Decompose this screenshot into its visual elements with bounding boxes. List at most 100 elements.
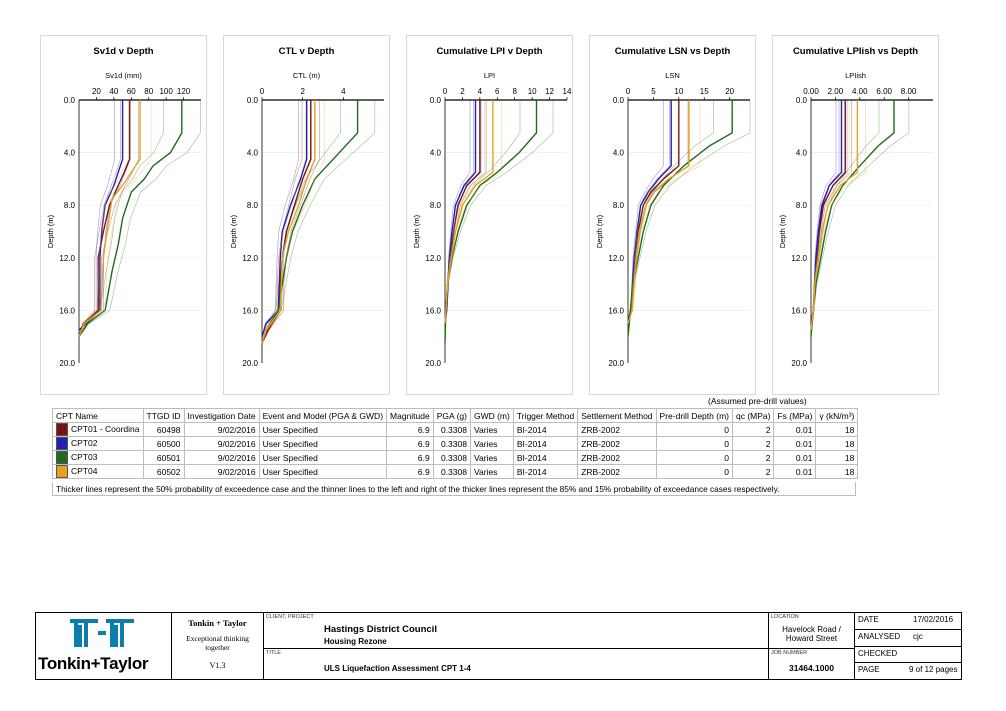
tagline-2: together bbox=[205, 643, 230, 652]
table-cell: ZRB-2002 bbox=[577, 464, 657, 479]
cell-text: 18 bbox=[844, 438, 855, 449]
table-cell: 9/02/2016 bbox=[183, 464, 260, 479]
chart-panel-lpiish: Cumulative LPIish vs Depth LPIish 0.00 2.00… bbox=[772, 35, 939, 395]
client-name: Hastings District Council bbox=[324, 624, 437, 635]
cell-text: 60502 bbox=[156, 466, 181, 477]
cell-text: 9/02/2016 bbox=[217, 466, 256, 477]
x-tick-label: 0 bbox=[443, 87, 448, 96]
table-cell: 18 bbox=[815, 450, 859, 465]
cell-text: ZRB-2002 bbox=[581, 466, 620, 477]
series-bound-line bbox=[444, 100, 521, 344]
series-color-swatch bbox=[56, 423, 68, 436]
x-tick-label: 20 bbox=[92, 87, 101, 96]
table-cell: Varies bbox=[469, 422, 514, 437]
cell-text: 0 bbox=[724, 452, 729, 463]
cell-text: 2 bbox=[765, 452, 771, 463]
x-tick-label: 4.00 bbox=[852, 87, 868, 96]
location-label: LOCATION bbox=[771, 614, 799, 620]
analysed-value: cjc bbox=[913, 632, 923, 641]
x-tick-label: 0 bbox=[626, 87, 631, 96]
depth-tick-label: 8.0 bbox=[430, 201, 442, 210]
table-cell: 2 bbox=[731, 450, 775, 465]
series-line bbox=[810, 100, 895, 337]
depth-tick-label: 0.0 bbox=[64, 96, 76, 105]
col-qc: qc (MPa) bbox=[731, 408, 775, 423]
table-cell: 9/02/2016 bbox=[183, 436, 260, 451]
table-cell: Varies bbox=[469, 436, 514, 451]
x-tick-label: 10 bbox=[528, 87, 537, 96]
cell-text: 0.3308 bbox=[440, 452, 467, 463]
cell-text: ZRB-2002 bbox=[581, 438, 620, 449]
x-tick-label: 10 bbox=[674, 87, 683, 96]
cell-text: 0 bbox=[724, 424, 729, 435]
version: V1.3 bbox=[209, 661, 226, 670]
cell-text: 60498 bbox=[156, 424, 181, 435]
table-cell: 0 bbox=[655, 436, 733, 451]
table-cell: 9/02/2016 bbox=[183, 422, 260, 437]
cell-text: 60501 bbox=[156, 452, 181, 463]
x-tick-label: 80 bbox=[144, 87, 153, 96]
table-cell: 2 bbox=[731, 464, 775, 479]
table-cell: 60498 bbox=[142, 422, 185, 437]
series-line bbox=[627, 100, 690, 324]
depth-tick-label: 16.0 bbox=[242, 306, 258, 315]
table-header-row: CPT Name TTGD ID Investigation Date Even… bbox=[52, 408, 859, 423]
table-cell: 18 bbox=[815, 422, 859, 437]
depth-tick-label: 12.0 bbox=[242, 254, 258, 263]
company-cell: Tonkin + Taylor Exceptional thinking tog… bbox=[172, 613, 264, 679]
cell-text: ZRB-2002 bbox=[581, 424, 620, 435]
series-bound-line bbox=[261, 100, 299, 337]
cell-text: BI-2014 bbox=[516, 424, 547, 435]
location-line-2: Howard Street bbox=[785, 634, 838, 643]
cell-text: 9/02/2016 bbox=[217, 452, 256, 463]
y-axis-label: Depth (m) bbox=[412, 214, 421, 248]
x-tick-label: 4 bbox=[341, 87, 346, 96]
series-line bbox=[444, 100, 494, 324]
chart-svg: CTL v Depth CTL (m) 0 2 4 0.0 4.0 8.0 12.0 16.0 20… bbox=[229, 46, 384, 368]
series-bound-line bbox=[261, 100, 325, 344]
series-color-swatch bbox=[56, 451, 68, 464]
col-predrill: Pre-drill Depth (m) bbox=[655, 408, 733, 423]
chart-title: Cumulative LPI v Depth bbox=[436, 46, 542, 57]
x-tick-label: 8 bbox=[512, 87, 517, 96]
x-tick-label: 6.00 bbox=[876, 87, 892, 96]
table-cell: 6.9 bbox=[386, 422, 434, 437]
x-axis-label: LPI bbox=[484, 71, 495, 80]
table-cell: 60500 bbox=[142, 436, 185, 451]
series-bound-line bbox=[78, 100, 152, 337]
depth-tick-label: 20.0 bbox=[59, 359, 75, 368]
cell-text: BI-2014 bbox=[516, 438, 547, 449]
cell-text: 6.9 bbox=[417, 466, 430, 477]
series-line bbox=[261, 100, 359, 344]
table-cell: BI-2014 bbox=[512, 436, 579, 451]
series-bound-line bbox=[78, 100, 201, 337]
series-line bbox=[78, 100, 131, 337]
x-axis-label: CTL (m) bbox=[293, 71, 321, 80]
cell-text: 2 bbox=[765, 466, 771, 477]
series-line bbox=[261, 100, 308, 337]
depth-tick-label: 16.0 bbox=[608, 306, 624, 315]
tagline-1: Exceptional thinking bbox=[186, 634, 249, 643]
table-cell: 0 bbox=[655, 422, 733, 437]
cell-text: 0 bbox=[724, 438, 729, 449]
x-tick-label: 12 bbox=[545, 87, 554, 96]
table-cell: 2 bbox=[731, 422, 775, 437]
depth-tick-label: 20.0 bbox=[242, 359, 258, 368]
cell-text: 0.01 bbox=[795, 424, 813, 435]
series-line bbox=[810, 100, 846, 331]
cell-text: 0 bbox=[724, 466, 729, 477]
cell-text: Varies bbox=[473, 438, 498, 449]
cpt-name-cell: CPT01 - Coordina bbox=[52, 422, 144, 437]
cell-text: User Specified bbox=[262, 452, 318, 463]
chart-title: Sv1d v Depth bbox=[93, 46, 153, 57]
table-cell: User Specified bbox=[258, 436, 388, 451]
date-label: DATE bbox=[858, 615, 879, 624]
col-cpt-name: CPT Name bbox=[52, 408, 144, 423]
table-cell: BI-2014 bbox=[512, 464, 579, 479]
cell-text: BI-2014 bbox=[516, 452, 547, 463]
depth-tick-label: 8.0 bbox=[64, 201, 76, 210]
table-cell: BI-2014 bbox=[512, 422, 579, 437]
table-cell: 0.3308 bbox=[432, 436, 471, 451]
cell-text: 6.9 bbox=[417, 424, 430, 435]
table-cell: 60501 bbox=[142, 450, 185, 465]
